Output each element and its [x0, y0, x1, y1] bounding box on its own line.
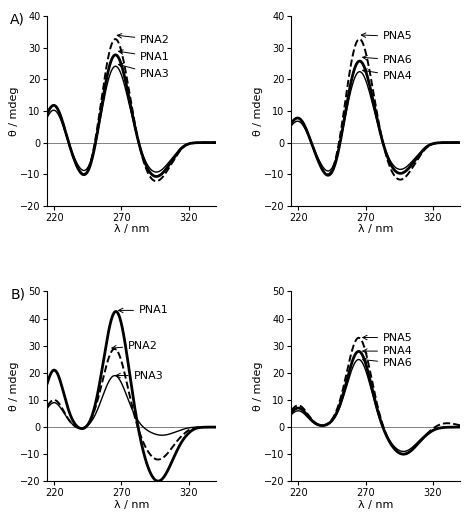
Text: PNA5: PNA5: [363, 333, 413, 342]
Text: PNA4: PNA4: [363, 69, 413, 81]
Text: PNA4: PNA4: [363, 346, 413, 356]
Y-axis label: θ / mdeg: θ / mdeg: [9, 86, 18, 135]
X-axis label: λ / nm: λ / nm: [358, 500, 393, 510]
Text: PNA5: PNA5: [361, 31, 413, 41]
Text: PNA1: PNA1: [118, 305, 169, 315]
Text: PNA3: PNA3: [118, 63, 170, 79]
Text: PNA3: PNA3: [116, 370, 164, 380]
X-axis label: λ / nm: λ / nm: [358, 224, 393, 234]
X-axis label: λ / nm: λ / nm: [114, 224, 149, 234]
Y-axis label: θ / mdeg: θ / mdeg: [9, 362, 18, 411]
Y-axis label: θ / mdeg: θ / mdeg: [253, 362, 263, 411]
Text: PNA2: PNA2: [117, 34, 170, 44]
Text: PNA6: PNA6: [363, 55, 413, 65]
X-axis label: λ / nm: λ / nm: [114, 500, 149, 510]
Text: PNA2: PNA2: [112, 341, 158, 351]
Text: A): A): [10, 12, 25, 26]
Y-axis label: θ / mdeg: θ / mdeg: [253, 86, 263, 135]
Text: B): B): [10, 288, 26, 302]
Text: PNA6: PNA6: [363, 358, 413, 368]
Text: PNA1: PNA1: [118, 50, 170, 62]
